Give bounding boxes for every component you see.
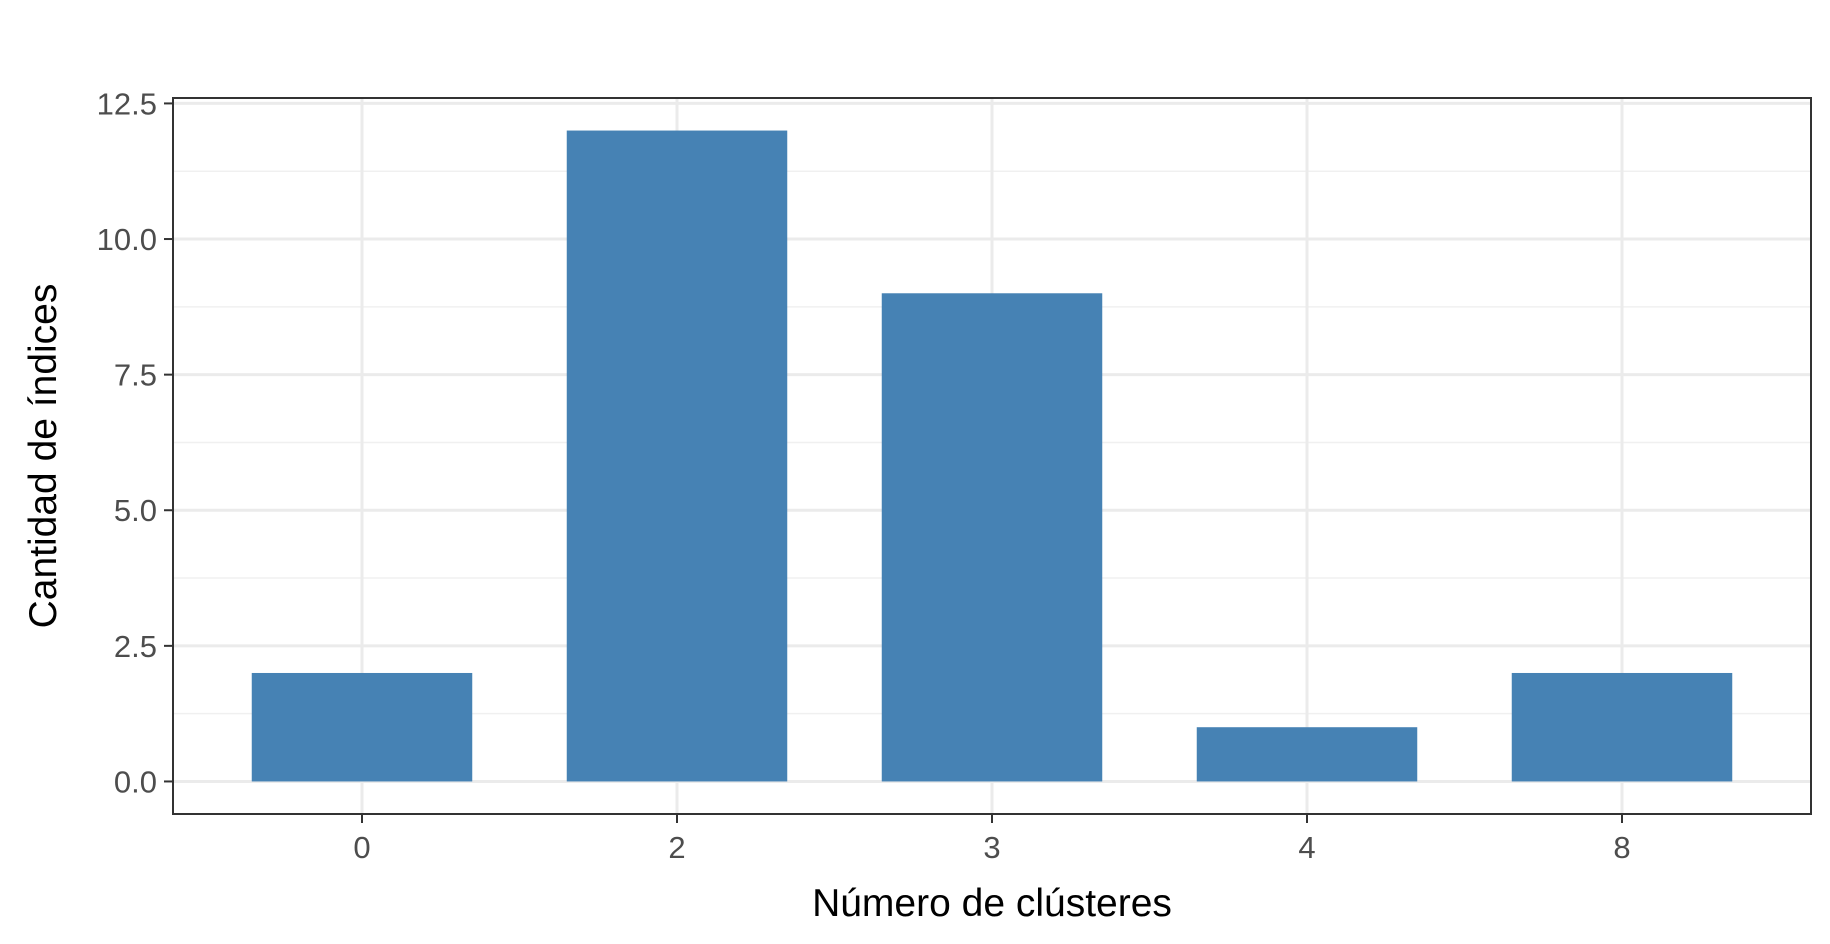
x-tick-label: 8 <box>1613 830 1630 865</box>
x-tick-label: 2 <box>668 830 685 865</box>
bar-2 <box>566 130 788 782</box>
bar-3 <box>881 293 1103 782</box>
y-tick-label: 5.0 <box>114 493 157 528</box>
y-tick-label: 2.5 <box>114 629 157 664</box>
x-axis: 0 2 3 4 8 <box>353 814 1631 865</box>
y-axis: 0.0 2.5 5.0 7.5 10.0 12.5 <box>97 86 173 799</box>
y-tick-label: 10.0 <box>97 222 157 257</box>
grid-lines <box>173 98 1811 814</box>
bars <box>251 130 1733 782</box>
x-tick-label: 4 <box>1298 830 1315 865</box>
y-axis-title: Cantidad de índices <box>22 284 65 629</box>
bar-4 <box>1196 727 1418 782</box>
bar-8 <box>1511 672 1733 782</box>
x-tick-label: 0 <box>353 830 370 865</box>
y-tick-label: 12.5 <box>97 86 157 121</box>
y-tick-label: 0.0 <box>114 764 157 799</box>
y-tick-label: 7.5 <box>114 358 157 393</box>
x-axis-title: Número de clústeres <box>812 882 1172 925</box>
x-tick-label: 3 <box>983 830 1000 865</box>
bar-0 <box>251 672 473 782</box>
